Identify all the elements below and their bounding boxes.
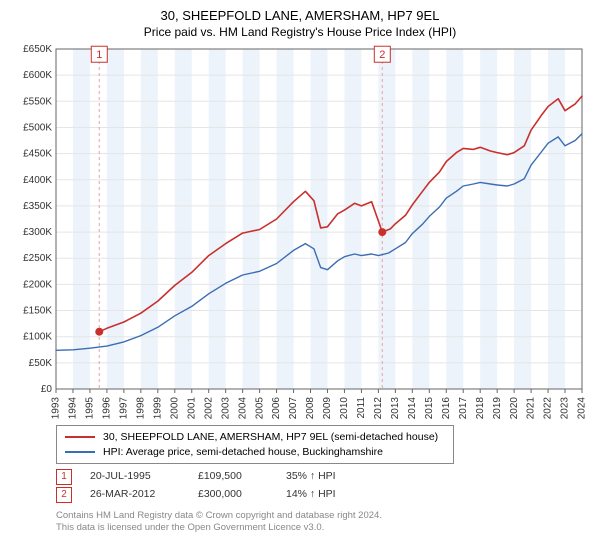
svg-text:£600K: £600K bbox=[23, 70, 52, 81]
svg-text:£200K: £200K bbox=[23, 279, 52, 290]
svg-text:£550K: £550K bbox=[23, 96, 52, 107]
event-delta-1: 35% ↑ HPI bbox=[286, 468, 336, 486]
chart-container: 30, SHEEPFOLD LANE, AMERSHAM, HP7 9EL Pr… bbox=[0, 0, 600, 560]
event-date-2: 26-MAR-2012 bbox=[90, 486, 180, 504]
svg-text:1998: 1998 bbox=[135, 397, 146, 419]
legend-label-pricepaid: 30, SHEEPFOLD LANE, AMERSHAM, HP7 9EL (s… bbox=[103, 430, 438, 445]
svg-text:2001: 2001 bbox=[186, 397, 197, 419]
legend-swatch-pricepaid bbox=[65, 436, 95, 438]
legend-row: HPI: Average price, semi-detached house,… bbox=[65, 445, 445, 460]
attribution-line-2: This data is licensed under the Open Gov… bbox=[56, 522, 592, 534]
svg-text:2013: 2013 bbox=[390, 397, 401, 419]
event-badge-2: 2 bbox=[56, 487, 72, 503]
svg-text:£50K: £50K bbox=[29, 358, 53, 369]
title-line-1: 30, SHEEPFOLD LANE, AMERSHAM, HP7 9EL bbox=[8, 8, 592, 23]
svg-text:£250K: £250K bbox=[23, 253, 52, 264]
event-date-1: 20-JUL-1995 bbox=[90, 468, 180, 486]
svg-text:2020: 2020 bbox=[509, 397, 520, 419]
title-line-2: Price paid vs. HM Land Registry's House … bbox=[8, 25, 592, 39]
svg-text:2000: 2000 bbox=[169, 397, 180, 419]
svg-text:2: 2 bbox=[379, 49, 385, 61]
svg-text:2006: 2006 bbox=[271, 397, 282, 419]
svg-text:2004: 2004 bbox=[237, 397, 248, 419]
svg-text:£500K: £500K bbox=[23, 122, 52, 133]
svg-text:2015: 2015 bbox=[424, 397, 435, 419]
svg-text:£100K: £100K bbox=[23, 332, 52, 343]
svg-text:1999: 1999 bbox=[152, 397, 163, 419]
legend-row: 30, SHEEPFOLD LANE, AMERSHAM, HP7 9EL (s… bbox=[65, 430, 445, 445]
chart-area: £0 £50K £100K £150K £200K £250K £300K £350K £400… bbox=[8, 45, 592, 419]
svg-text:£350K: £350K bbox=[23, 201, 52, 212]
svg-text:1993: 1993 bbox=[51, 397, 62, 419]
event-price-2: £300,000 bbox=[198, 486, 268, 504]
svg-text:2010: 2010 bbox=[339, 397, 350, 419]
event-row: 2 26-MAR-2012 £300,000 14% ↑ HPI bbox=[56, 486, 592, 504]
svg-text:2018: 2018 bbox=[475, 397, 486, 419]
svg-text:1994: 1994 bbox=[68, 397, 79, 419]
svg-text:2022: 2022 bbox=[543, 397, 554, 419]
events-table: 1 20-JUL-1995 £109,500 35% ↑ HPI 2 26-MA… bbox=[56, 468, 592, 504]
svg-text:1997: 1997 bbox=[119, 397, 130, 419]
svg-text:2023: 2023 bbox=[560, 397, 571, 419]
event-delta-2: 14% ↑ HPI bbox=[286, 486, 336, 504]
svg-text:2017: 2017 bbox=[458, 397, 469, 419]
svg-text:2009: 2009 bbox=[322, 397, 333, 419]
event-badge-1: 1 bbox=[56, 469, 72, 485]
svg-text:£450K: £450K bbox=[23, 149, 52, 160]
svg-text:2012: 2012 bbox=[373, 397, 384, 419]
attribution-line-1: Contains HM Land Registry data © Crown c… bbox=[56, 510, 592, 522]
svg-text:£0: £0 bbox=[41, 384, 53, 395]
chart-svg: £0 £50K £100K £150K £200K £250K £300K £350K £400… bbox=[8, 45, 592, 419]
svg-text:2014: 2014 bbox=[407, 397, 418, 419]
svg-text:1995: 1995 bbox=[85, 397, 96, 419]
svg-text:2016: 2016 bbox=[441, 397, 452, 419]
legend: 30, SHEEPFOLD LANE, AMERSHAM, HP7 9EL (s… bbox=[56, 425, 454, 464]
svg-text:2007: 2007 bbox=[288, 397, 299, 419]
event-price-1: £109,500 bbox=[198, 468, 268, 486]
svg-text:2011: 2011 bbox=[356, 397, 367, 419]
legend-swatch-hpi bbox=[65, 451, 95, 453]
legend-label-hpi: HPI: Average price, semi-detached house,… bbox=[103, 445, 383, 460]
event-row: 1 20-JUL-1995 £109,500 35% ↑ HPI bbox=[56, 468, 592, 486]
svg-text:2008: 2008 bbox=[305, 397, 316, 419]
svg-text:2005: 2005 bbox=[254, 397, 265, 419]
svg-text:£150K: £150K bbox=[23, 306, 52, 317]
title-block: 30, SHEEPFOLD LANE, AMERSHAM, HP7 9EL Pr… bbox=[8, 8, 592, 39]
svg-text:2024: 2024 bbox=[577, 397, 588, 419]
svg-text:1: 1 bbox=[96, 49, 102, 61]
svg-text:2021: 2021 bbox=[526, 397, 537, 419]
attribution: Contains HM Land Registry data © Crown c… bbox=[56, 510, 592, 535]
svg-text:£400K: £400K bbox=[23, 175, 52, 186]
svg-text:2003: 2003 bbox=[220, 397, 231, 419]
svg-text:£300K: £300K bbox=[23, 227, 52, 238]
svg-text:£650K: £650K bbox=[23, 45, 52, 55]
svg-text:2019: 2019 bbox=[492, 397, 503, 419]
svg-text:2002: 2002 bbox=[203, 397, 214, 419]
svg-text:1996: 1996 bbox=[102, 397, 113, 419]
